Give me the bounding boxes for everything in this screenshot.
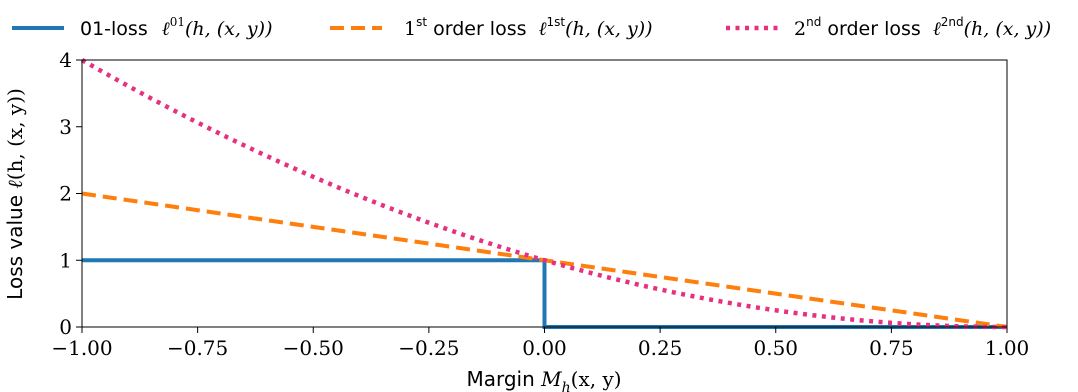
series-layer bbox=[80, 58, 1008, 330]
legend-label-1st-order-loss: 1st order loss ℓ1st(h, (x, y)) bbox=[404, 15, 653, 40]
ticks-layer: −1.00 −0.75 −0.50 −0.25 0.00 0.25 0.50 0.75 1.00… bbox=[51, 48, 1029, 360]
legend-label-01-loss: 01-loss ℓ01(h, (x, y)) bbox=[80, 15, 272, 40]
x-tick-label: 0.50 bbox=[753, 336, 798, 360]
x-tick-label: 0.25 bbox=[638, 336, 683, 360]
series-line-3 bbox=[80, 58, 1008, 330]
y-tick-label: 3 bbox=[59, 115, 72, 139]
legend-label-2nd-order-loss: 2nd order loss ℓ2nd(h, (x, y)) bbox=[794, 15, 1051, 40]
x-tick-label: −0.75 bbox=[167, 336, 228, 360]
x-tick-label: −0.50 bbox=[283, 336, 344, 360]
y-tick-label: 0 bbox=[59, 315, 72, 339]
legend: 01-loss ℓ01(h, (x, y)) 1st order loss ℓ1… bbox=[12, 15, 1051, 40]
x-tick-label: −0.25 bbox=[398, 336, 459, 360]
y-tick-label: 2 bbox=[59, 182, 72, 206]
y-tick-label: 1 bbox=[59, 248, 72, 272]
x-tick-label: 0.00 bbox=[522, 336, 567, 360]
x-tick-label: −1.00 bbox=[51, 336, 112, 360]
y-tick-label: 4 bbox=[59, 48, 72, 72]
series-line-1 bbox=[82, 258, 1007, 329]
y-axis-label: Loss value ℓ(h, (x, y)) bbox=[3, 88, 27, 300]
x-tick-label: 1.00 bbox=[985, 336, 1030, 360]
x-axis-label: Margin Mh(x, y) bbox=[466, 367, 621, 392]
x-tick-label: 0.75 bbox=[869, 336, 914, 360]
